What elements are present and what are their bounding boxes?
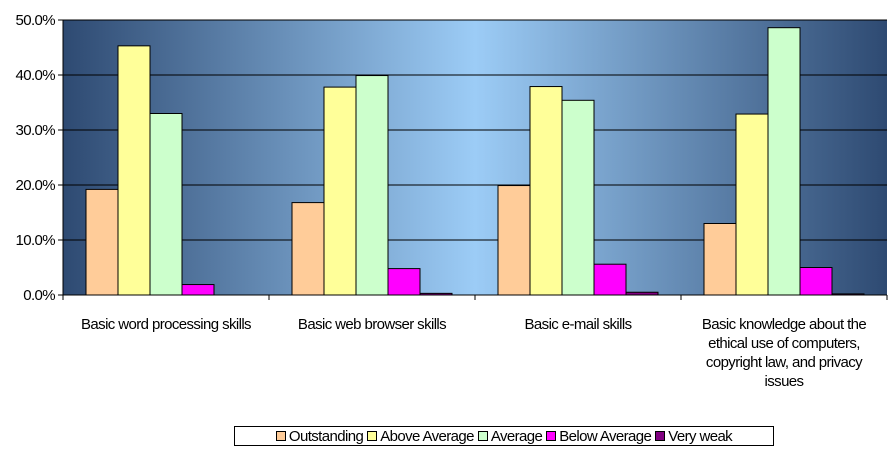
legend-label: Below Average <box>559 427 652 445</box>
x-tick-label-line: copyright law, and privacy <box>705 354 863 371</box>
x-tick-label-line: Basic knowledge about the <box>701 316 867 333</box>
x-tick-label: Basic knowledge about the ethical use of … <box>681 315 887 391</box>
y-tick-label: 0.0% <box>23 287 55 304</box>
bar <box>799 267 833 296</box>
legend-swatch <box>275 431 286 441</box>
bar <box>529 86 563 296</box>
bar <box>181 284 215 296</box>
y-tick-label: 50.0% <box>15 12 55 29</box>
x-tick-label: Basic web browser skills <box>269 315 475 334</box>
legend-swatch <box>655 431 666 441</box>
y-tick-label: 10.0% <box>15 232 55 249</box>
bar <box>767 27 801 296</box>
x-tick-label: Basic e-mail skills <box>475 315 681 334</box>
bars <box>85 27 865 296</box>
legend-label: Very weak <box>668 427 733 445</box>
legend-item: Average <box>477 427 543 445</box>
bar <box>85 188 119 296</box>
bar <box>355 75 389 296</box>
x-tick-label-line: Basic web browser skills <box>297 316 447 333</box>
bar <box>561 99 595 296</box>
legend-swatch <box>477 431 488 441</box>
axes: 0.0% 10.0% 20.0% 30.0% 40.0% 50.0% <box>15 12 888 304</box>
x-tick-label: Basic word processing skills <box>63 315 269 334</box>
bar <box>291 202 325 296</box>
legend-item: Above Average <box>367 428 474 445</box>
y-tick-label: 40.0% <box>15 67 55 84</box>
y-tick-label: 20.0% <box>15 177 55 194</box>
bar <box>497 185 531 296</box>
x-tick-label-line: issues <box>764 373 805 390</box>
x-tick-label-line: Basic word processing skills <box>81 316 252 333</box>
x-tick-label-line: ethical use of computers, <box>708 335 860 352</box>
bar <box>593 263 627 296</box>
legend-label: Outstanding <box>288 427 364 445</box>
legend-item: Outstanding <box>275 427 364 445</box>
bar <box>149 113 183 296</box>
legend-item: Very weak <box>655 427 733 445</box>
legend-label: Average <box>490 427 543 445</box>
x-tick-label-line: Basic e-mail skills <box>524 316 633 333</box>
legend-swatch <box>367 431 378 441</box>
y-tick-label: 30.0% <box>15 122 55 139</box>
legend-label: Above Average <box>380 427 474 445</box>
bar <box>703 223 737 296</box>
legend: Outstanding Above Average Average Below Ave… <box>234 426 774 446</box>
bar <box>387 268 421 296</box>
bar <box>117 45 151 296</box>
bar <box>323 86 357 296</box>
legend-swatch <box>546 431 557 441</box>
legend-item: Below Average <box>546 427 652 445</box>
bar <box>735 113 769 296</box>
